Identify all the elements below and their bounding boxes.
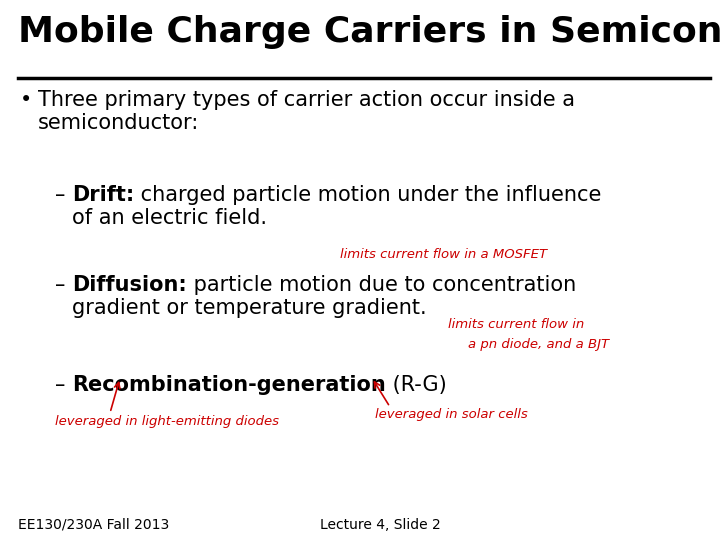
Text: charged particle motion under the influence: charged particle motion under the influe… [134, 185, 602, 205]
Text: –: – [55, 375, 66, 395]
Text: Three primary types of carrier action occur inside a: Three primary types of carrier action oc… [38, 90, 575, 110]
Text: limits current flow in a MOSFET: limits current flow in a MOSFET [340, 248, 547, 261]
Text: Recombination-generation: Recombination-generation [72, 375, 386, 395]
Text: •: • [20, 90, 32, 110]
Text: (R-G): (R-G) [386, 375, 446, 395]
Text: EE130/230A Fall 2013: EE130/230A Fall 2013 [18, 518, 169, 532]
Text: Drift:: Drift: [72, 185, 134, 205]
Text: of an electric field.: of an electric field. [72, 208, 267, 228]
Text: particle motion due to concentration: particle motion due to concentration [186, 275, 576, 295]
Text: leveraged in solar cells: leveraged in solar cells [375, 408, 528, 421]
Text: semiconductor:: semiconductor: [38, 113, 199, 133]
Text: Diffusion:: Diffusion: [72, 275, 186, 295]
Text: gradient or temperature gradient.: gradient or temperature gradient. [72, 298, 427, 318]
Text: Mobile Charge Carriers in Semiconductors: Mobile Charge Carriers in Semiconductors [18, 15, 720, 49]
Text: a pn diode, and a BJT: a pn diode, and a BJT [468, 338, 609, 351]
Text: –: – [55, 185, 66, 205]
Text: Lecture 4, Slide 2: Lecture 4, Slide 2 [320, 518, 441, 532]
Text: limits current flow in: limits current flow in [448, 318, 584, 331]
Text: leveraged in light-emitting diodes: leveraged in light-emitting diodes [55, 415, 279, 428]
Text: –: – [55, 275, 66, 295]
